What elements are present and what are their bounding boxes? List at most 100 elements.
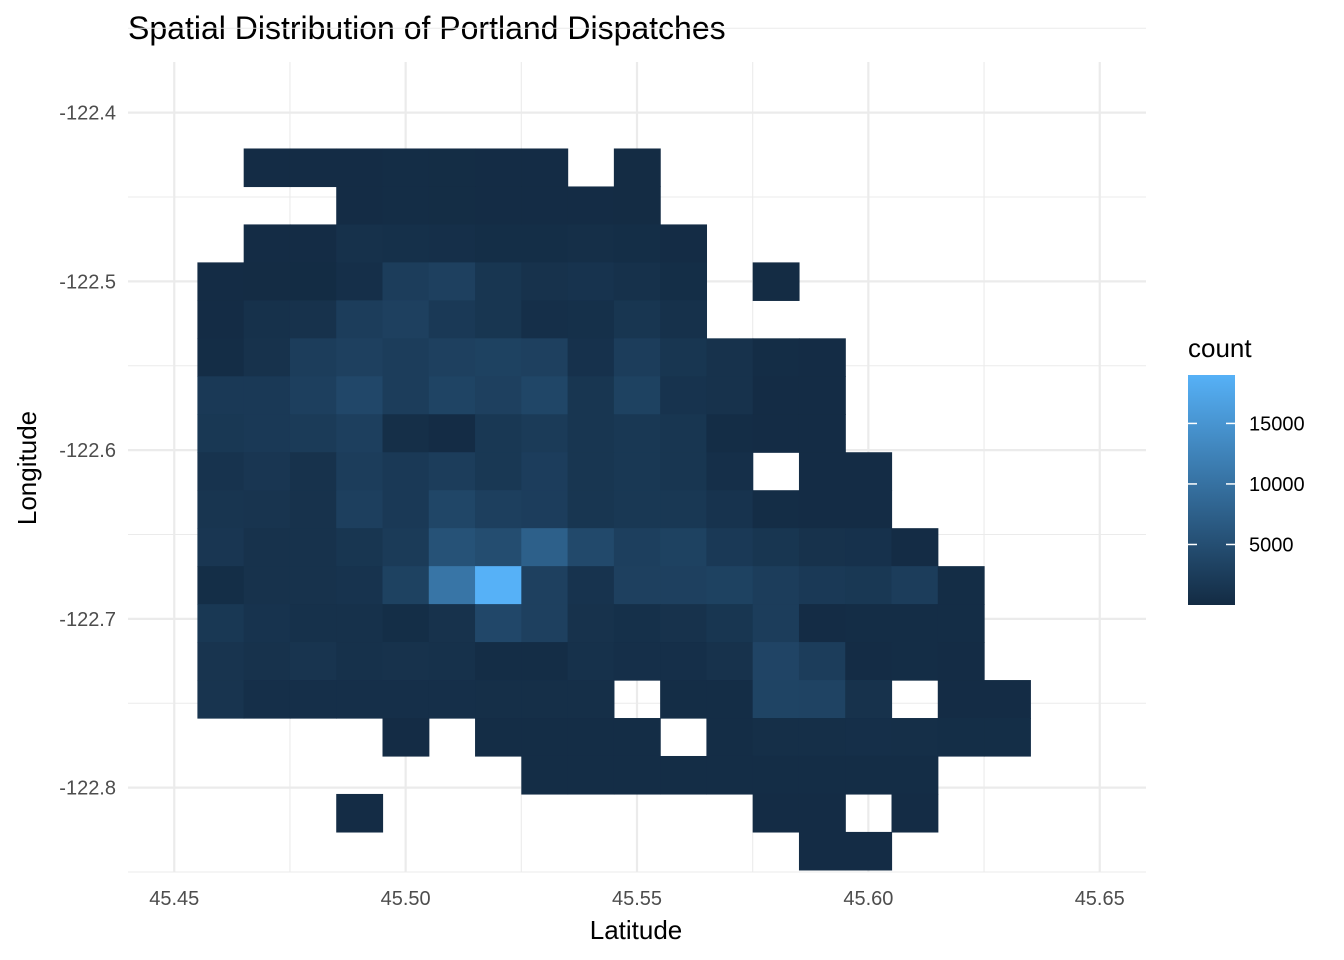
y-tick-label: -122.7 — [59, 609, 116, 631]
heatmap-cell — [521, 224, 569, 263]
heatmap-cell — [197, 680, 245, 719]
heatmap-cell — [289, 528, 337, 567]
heatmap-cell — [891, 604, 939, 643]
heatmap-cell — [336, 793, 384, 833]
heatmap-cell — [613, 414, 661, 453]
heatmap-cell — [475, 642, 522, 681]
heatmap-cell — [243, 680, 291, 719]
heatmap-cell — [521, 718, 569, 757]
heatmap-cell — [243, 528, 291, 567]
heatmap-cell — [289, 338, 337, 377]
heatmap-cell — [845, 680, 893, 719]
heatmap-cell — [752, 566, 800, 605]
heatmap-cell — [475, 528, 522, 567]
heatmap-cell — [660, 604, 708, 643]
heatmap-cell — [567, 604, 615, 643]
heatmap-cell — [613, 452, 661, 491]
heatmap-cell — [243, 490, 291, 529]
heatmap-cell — [197, 376, 245, 415]
heatmap-cell — [567, 490, 615, 529]
heatmap-cell — [475, 566, 522, 605]
heatmap-cell — [475, 300, 522, 339]
heatmap-cell — [336, 224, 384, 263]
heatmap-cell — [891, 718, 939, 757]
y-axis-ticks: -122.4 -122.5 -122.6 -122.7 -122.8 — [59, 103, 116, 800]
heatmap-cell — [336, 186, 384, 226]
heatmap-cell — [752, 793, 800, 833]
heatmap-cell — [798, 680, 846, 719]
heatmap-cell — [752, 376, 800, 415]
heatmap-cell — [336, 262, 384, 301]
heatmap-cell — [752, 718, 800, 757]
heatmap-cell — [567, 680, 615, 719]
heatmap-cell — [521, 186, 569, 226]
heatmap-cell — [567, 300, 615, 339]
heatmap-cell — [382, 566, 430, 605]
heatmap-cell — [937, 718, 985, 757]
y-tick-label: -122.8 — [59, 778, 116, 800]
heatmap-cell — [475, 490, 522, 529]
heatmap-cell — [336, 642, 384, 681]
heatmap-cell — [706, 338, 754, 377]
heatmap-cell — [336, 376, 384, 415]
heatmap-cell — [706, 718, 754, 757]
heatmap-cell — [382, 186, 430, 226]
heatmap-cell — [428, 528, 476, 567]
heatmap-cell — [428, 338, 476, 377]
heatmap-cell — [660, 376, 708, 415]
heatmap-cell — [289, 490, 337, 529]
heatmap-cell — [382, 528, 430, 567]
heatmap-cell — [382, 414, 430, 453]
heatmap-cell — [336, 566, 384, 605]
heatmap-cell — [382, 376, 430, 415]
heatmap-cell — [475, 338, 522, 377]
y-axis-title: Longitude — [12, 411, 42, 525]
x-tick-label: 45.45 — [149, 888, 199, 910]
heatmap-cell — [706, 642, 754, 681]
heatmap-cell — [521, 755, 569, 795]
heatmap-cell — [289, 300, 337, 339]
heatmap-cell — [243, 148, 291, 188]
heatmap-cell — [428, 490, 476, 529]
heatmap-cell — [475, 376, 522, 415]
heatmap-cell — [937, 680, 985, 719]
heatmap-cell — [752, 528, 800, 567]
heatmap-cell — [752, 490, 800, 529]
heatmap-cell — [845, 528, 893, 567]
heatmap-cell — [243, 604, 291, 643]
legend-tick-label: 15000 — [1249, 413, 1305, 435]
heatmap-cell — [706, 452, 754, 491]
heatmap-cell — [382, 300, 430, 339]
heatmap-cell — [521, 528, 569, 567]
heatmap-cell — [336, 452, 384, 491]
heatmap-cell — [845, 831, 893, 871]
heatmap-cell — [660, 755, 708, 795]
heatmap-cell — [521, 642, 569, 681]
heatmap-cell — [336, 148, 384, 188]
heatmap-cell — [289, 224, 337, 263]
heatmap-cell — [845, 718, 893, 757]
heatmap-cell — [382, 604, 430, 643]
heatmap-cell — [567, 642, 615, 681]
heatmap-cell — [706, 414, 754, 453]
heatmap-cell — [706, 376, 754, 415]
heatmap-cell — [660, 680, 708, 719]
heatmap-cell — [382, 148, 430, 188]
heatmap-cell — [613, 566, 661, 605]
heatmap-cell — [798, 490, 846, 529]
legend-colorbar — [1188, 375, 1235, 605]
heatmap-cell — [382, 262, 430, 301]
heatmap-cell — [798, 338, 846, 377]
heatmap-cell — [289, 642, 337, 681]
heatmap-cell — [197, 414, 245, 453]
heatmap-cell — [197, 452, 245, 491]
heatmap-cell — [567, 224, 615, 263]
x-axis-title: Latitude — [590, 915, 683, 945]
heatmap-cell — [197, 604, 245, 643]
heatmap-cell — [428, 186, 476, 226]
x-tick-label: 45.55 — [612, 888, 662, 910]
heatmap-cell — [428, 680, 476, 719]
heatmap-cell — [521, 376, 569, 415]
heatmap-cell — [475, 262, 522, 301]
heatmap-cell — [289, 680, 337, 719]
